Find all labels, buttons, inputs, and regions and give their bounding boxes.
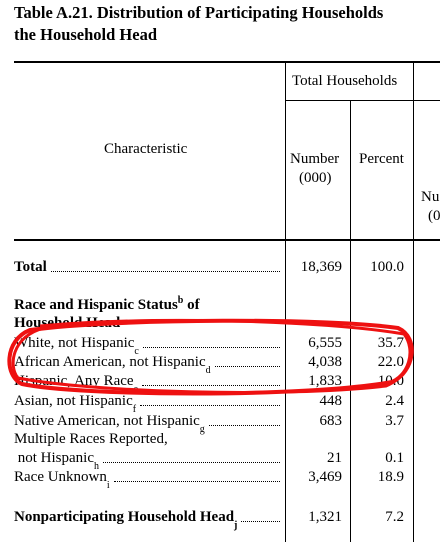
label-text: not Hispanic: [14, 450, 94, 466]
percent-cell: 0.1: [385, 450, 404, 466]
section-label: Race and Hispanic Statusb of: [14, 296, 200, 314]
scribble: [7, 318, 414, 396]
rule: [285, 100, 440, 101]
row-label: Native American, not Hispanic g: [14, 412, 282, 435]
dot-leader: [214, 366, 280, 367]
label-text: White, not Hispanic: [14, 335, 135, 351]
rule: [14, 61, 440, 63]
dot-leader: [142, 385, 280, 386]
column-header: Percent: [359, 151, 404, 167]
column-header: (0: [428, 208, 440, 224]
percent-cell: 22.0: [377, 354, 404, 370]
percent-cell: 100.0: [370, 259, 404, 275]
row-label: Nonparticipating Household Head j: [14, 508, 282, 531]
number-cell: 448: [319, 393, 343, 409]
column-header: (000): [299, 170, 332, 186]
number-cell: 21: [327, 450, 342, 466]
number-cell: 1,833: [308, 373, 342, 389]
number-cell: 6,555: [308, 335, 342, 351]
dot-leader: [50, 271, 280, 272]
percent-cell: 35.7: [377, 335, 404, 351]
percent-cell: 2.4: [385, 393, 404, 409]
column-header: Number: [290, 151, 340, 167]
row-label: Asian, not Hispanic f: [14, 392, 282, 415]
label-text: Asian, not Hispanic: [14, 393, 133, 409]
row-label: Multiple Races Reported,: [14, 430, 282, 448]
column-header: Nu: [421, 189, 440, 205]
label-text: Race Unknown: [14, 469, 107, 485]
label-text: Nonparticipating Household Head: [14, 509, 235, 525]
dot-leader: [113, 481, 280, 482]
dot-leader: [208, 425, 280, 426]
dot-leader: [241, 521, 280, 522]
row-label: Total: [14, 258, 282, 276]
rule: [14, 239, 440, 241]
label-text: African American, not Hispanic: [14, 354, 206, 370]
dot-leader: [140, 405, 280, 406]
column-line: [285, 62, 286, 542]
percent-cell: 3.7: [385, 413, 404, 429]
title: the Household Head: [14, 25, 158, 44]
percent-cell: 18.9: [377, 469, 404, 485]
footnote-mark: b: [177, 295, 184, 306]
label-text: Multiple Races Reported,: [14, 431, 168, 447]
dot-leader: [142, 347, 280, 348]
group-header: Total Households: [292, 73, 398, 89]
column-header: Characteristic: [104, 141, 188, 157]
label-text: Native American, not Hispanic: [14, 413, 200, 429]
number-cell: 3,469: [308, 469, 342, 485]
percent-cell: 7.2: [385, 509, 404, 525]
row-label: Race Unknown i: [14, 468, 282, 491]
number-cell: 4,038: [308, 354, 342, 370]
section-text: of: [183, 297, 200, 313]
label-text: Total: [14, 259, 47, 275]
dot-leader: [103, 462, 280, 463]
row-label: White, not Hispanic c: [14, 334, 282, 357]
title: Table A.21. Distribution of Participatin…: [14, 3, 384, 22]
row-label: not Hispanic h: [14, 449, 282, 472]
row-label: African American, not Hispanic d: [14, 353, 282, 376]
number-cell: 1,321: [308, 509, 342, 525]
section-text: Race and Hispanic Status: [14, 297, 178, 313]
column-line: [413, 62, 414, 542]
scribble: [11, 318, 412, 394]
number-cell: 18,369: [300, 259, 342, 275]
number-cell: 683: [319, 413, 343, 429]
